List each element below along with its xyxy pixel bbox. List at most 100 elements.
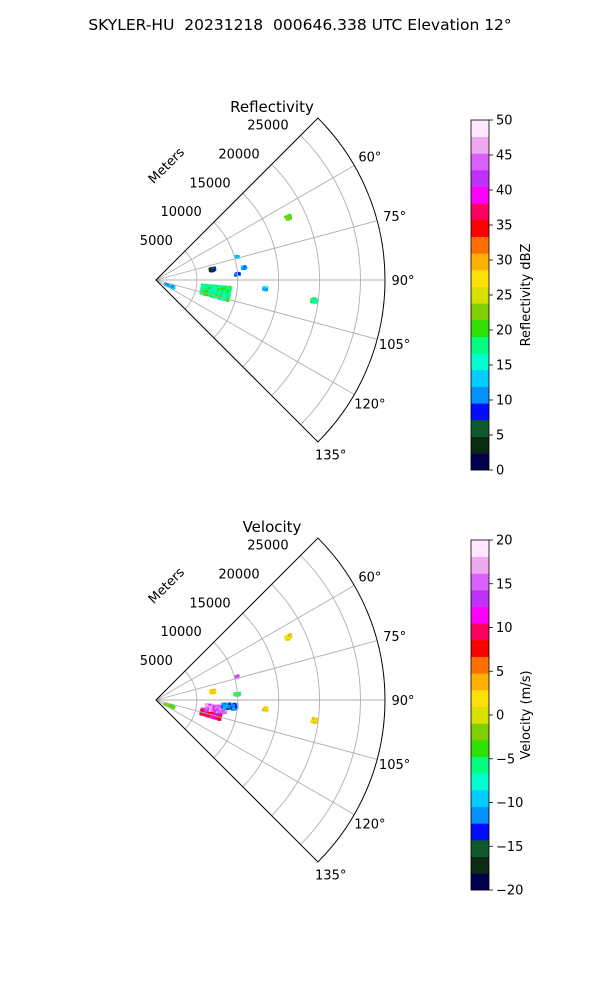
- echo-cluster: [240, 265, 248, 271]
- echo-gate: [315, 720, 318, 724]
- colorbar-segment: [471, 584, 489, 591]
- echo-gate: [205, 293, 209, 296]
- echo-gate: [211, 288, 215, 291]
- echo-gate: [234, 693, 238, 696]
- colorbar-segment: [471, 247, 489, 254]
- echo-layer: [163, 633, 319, 725]
- echo-gate: [214, 284, 217, 288]
- colorbar-tick-label: 5: [496, 665, 504, 680]
- colorbar-segment: [471, 342, 489, 349]
- echo-gate: [218, 297, 221, 300]
- echo-gate: [244, 266, 247, 270]
- range-tick-label: 20000: [218, 567, 259, 582]
- panel-title: Reflectivity: [230, 98, 314, 116]
- echo-gate: [312, 301, 316, 304]
- echo-gate: [223, 294, 227, 298]
- colorbar-tick-label: 30: [496, 254, 513, 269]
- range-tick-label: 15000: [189, 596, 230, 611]
- colorbar-segment: [471, 420, 489, 426]
- echo-gate: [164, 703, 167, 706]
- colorbar-segment: [471, 845, 489, 852]
- azimuth-tick-label: 105°: [379, 338, 410, 353]
- echo-gate: [226, 290, 230, 293]
- colorbar-segment: [471, 164, 489, 171]
- echo-gate: [217, 718, 221, 721]
- echo-gate: [212, 689, 215, 693]
- echo-gate: [285, 634, 288, 638]
- colorbar-segment: [471, 823, 489, 830]
- colorbar-segment: [471, 540, 489, 546]
- echo-gate: [223, 298, 226, 301]
- echo-gate: [207, 286, 211, 290]
- echo-gate: [214, 710, 218, 713]
- echo-gate: [235, 676, 239, 679]
- colorbar-segment: [471, 308, 489, 315]
- echo-gate: [205, 704, 208, 707]
- colorbar-tick-label: 20: [496, 324, 513, 339]
- colorbar-segment: [471, 612, 489, 619]
- echo-gate: [228, 287, 232, 291]
- echo-gate: [315, 300, 318, 303]
- colorbar-tick-label: 15: [496, 577, 513, 592]
- colorbar-segment: [471, 220, 489, 226]
- colorbar-segment: [471, 590, 489, 596]
- echo-gate: [312, 720, 316, 724]
- echo-gate: [168, 705, 171, 708]
- colorbar-segment: [471, 634, 489, 641]
- figure-title: SKYLER-HU 20231218 000646.338 UTC Elevat…: [88, 16, 512, 34]
- echo-gate: [235, 703, 239, 706]
- echo-gate: [222, 703, 226, 707]
- echo-gate: [218, 706, 222, 709]
- colorbar-segment: [471, 567, 489, 574]
- colorbar-segment: [471, 381, 489, 387]
- colorbar-segment: [471, 740, 489, 746]
- colorbar-segment: [471, 320, 489, 326]
- colorbar-segment: [471, 170, 489, 176]
- echo-gate: [234, 707, 237, 710]
- colorbar-segment: [471, 640, 489, 646]
- echo-gate: [265, 707, 269, 711]
- colorbar-segment: [471, 662, 489, 669]
- colorbar-segment: [471, 790, 489, 796]
- echo-gate: [232, 707, 235, 710]
- echo-gate: [226, 295, 229, 298]
- echo-gate: [221, 292, 224, 296]
- colorbar-segment: [471, 186, 489, 193]
- echo-gate: [212, 716, 216, 720]
- colorbar-segment: [471, 414, 489, 421]
- azimuth-gridline: [155, 279, 378, 340]
- range-tick-label: 5000: [140, 654, 173, 669]
- azimuth-gridline: [155, 165, 355, 281]
- echo-gate: [200, 707, 204, 711]
- echo-cluster: [262, 706, 269, 712]
- echo-gate: [203, 290, 206, 293]
- colorbar-label: Velocity (m/s): [519, 670, 534, 759]
- colorbar-tick-label: 20: [496, 534, 513, 549]
- azimuth-gridline: [155, 640, 378, 701]
- echo-gate: [289, 214, 292, 218]
- echo-cluster: [163, 282, 176, 290]
- echo-gate: [209, 284, 212, 288]
- range-tick-label: 10000: [160, 625, 201, 640]
- colorbar-segment: [471, 175, 489, 182]
- colorbar-segment: [471, 745, 489, 752]
- colorbar-segment: [471, 884, 489, 891]
- colorbar-segment: [471, 862, 489, 869]
- colorbar-segment: [471, 370, 489, 376]
- colorbar-segment: [471, 617, 489, 624]
- colorbar-segment: [471, 236, 489, 243]
- echo-gate: [164, 282, 168, 286]
- echo-gate: [228, 291, 232, 294]
- echo-gate: [217, 288, 220, 291]
- echo-cluster: [208, 266, 217, 273]
- colorbar-segment: [471, 684, 489, 691]
- echo-gate: [212, 286, 216, 290]
- colorbar-segment: [471, 403, 489, 410]
- radial-axis-label: Meters: [146, 145, 188, 187]
- colorbar-segment: [471, 464, 489, 471]
- colorbar-label: Reflectivity dBZ: [519, 244, 534, 347]
- echo-cluster: [262, 286, 269, 292]
- colorbar-segment: [471, 556, 489, 563]
- colorbar-segment: [471, 817, 489, 824]
- range-tick-label: 25000: [247, 538, 288, 553]
